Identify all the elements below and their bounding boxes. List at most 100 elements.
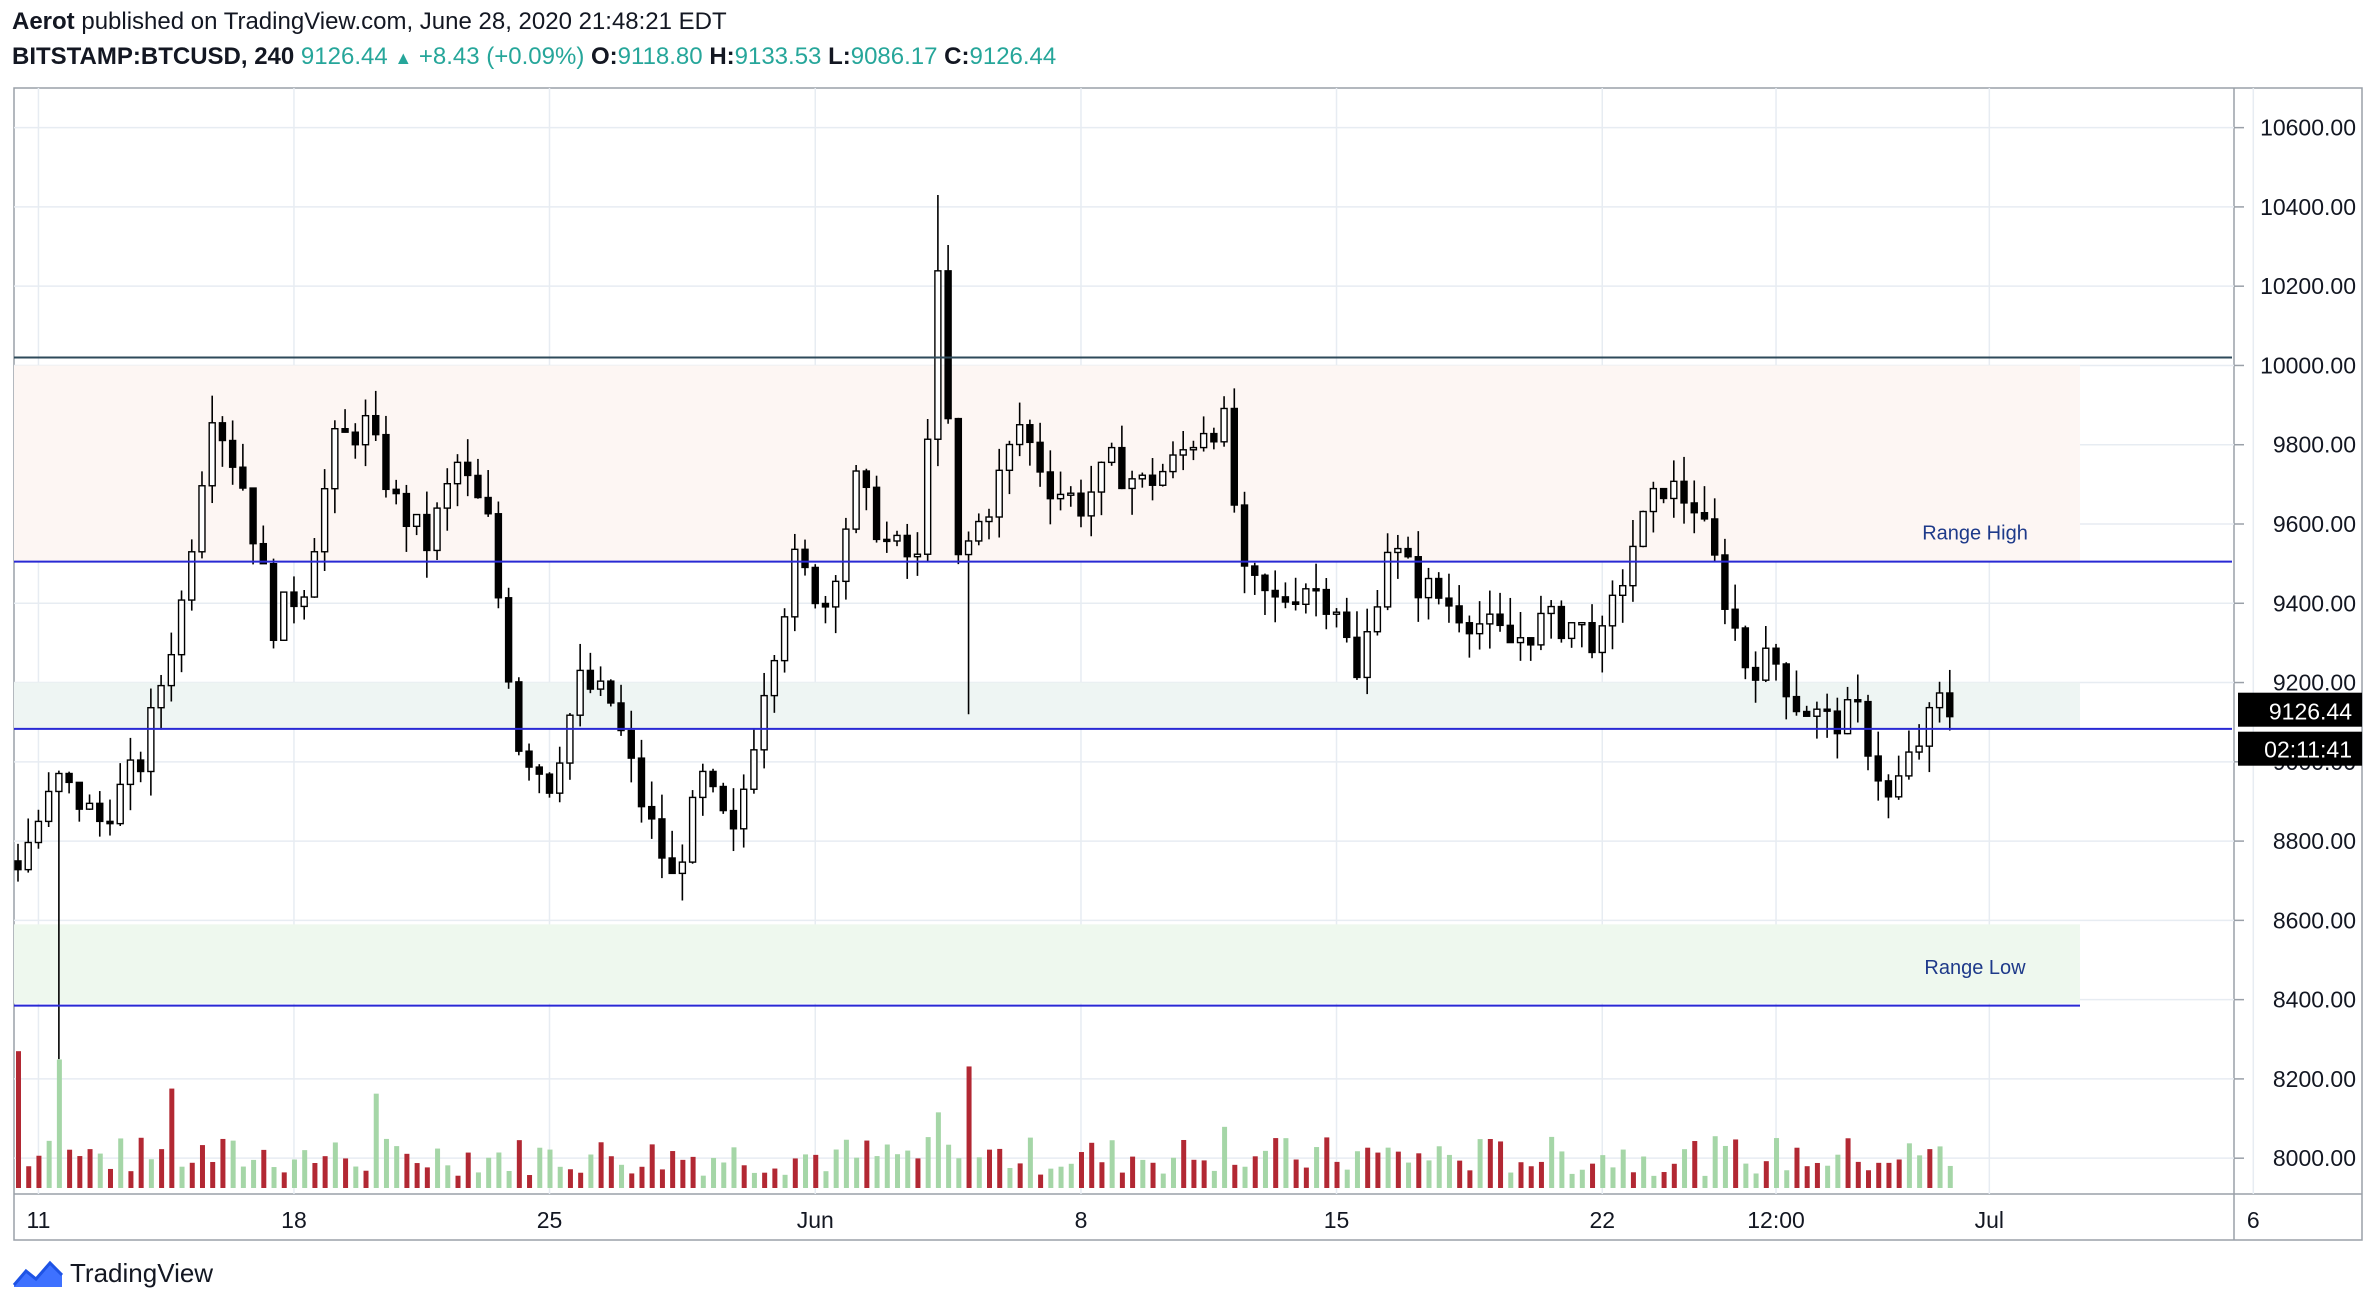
volume-bar xyxy=(823,1171,829,1188)
candle-body xyxy=(147,706,155,773)
footer-brand[interactable]: TradingView xyxy=(12,1258,213,1289)
candle-body xyxy=(1230,407,1239,506)
candle-body xyxy=(811,566,819,605)
volume-bar xyxy=(567,1169,573,1188)
symbol-label[interactable]: BITSTAMP:BTCUSD, 240 xyxy=(12,43,295,70)
candle-body xyxy=(85,802,94,810)
annotation-range-high: Range High xyxy=(1922,523,2028,545)
candle-body xyxy=(739,788,748,830)
open-label: O: xyxy=(590,43,618,70)
candle-body xyxy=(1036,441,1044,473)
volume-bar xyxy=(1252,1156,1258,1188)
volume-bar xyxy=(1160,1173,1166,1188)
volume-bar xyxy=(1140,1159,1146,1188)
candle-body xyxy=(515,681,523,752)
candle-body xyxy=(1363,631,1371,679)
volume-bar xyxy=(1620,1149,1626,1188)
volume-bar xyxy=(251,1159,257,1188)
candle-body xyxy=(177,599,186,656)
candle-body xyxy=(1475,623,1484,635)
y-tick-label: 9600.00 xyxy=(2273,511,2356,537)
volume-bar xyxy=(322,1156,328,1188)
volume-bar xyxy=(435,1148,441,1188)
volume-bar xyxy=(1303,1167,1309,1188)
candle-body xyxy=(1343,611,1351,639)
volume-bar xyxy=(1671,1163,1677,1188)
candle-body xyxy=(1547,605,1555,615)
volume-bar xyxy=(547,1149,553,1188)
x-tick-label: 25 xyxy=(537,1207,563,1233)
volume-bar xyxy=(1027,1137,1033,1188)
candle-body xyxy=(136,759,145,773)
candle-body xyxy=(1598,625,1606,654)
volume-bar xyxy=(1395,1151,1401,1188)
volume-bar xyxy=(854,1157,860,1188)
candle-body xyxy=(443,483,451,509)
x-tick-label: 6 xyxy=(2247,1207,2260,1233)
candle-body xyxy=(525,750,533,768)
candle-body xyxy=(688,796,697,863)
close-label: C: xyxy=(944,43,970,70)
volume-bar xyxy=(1651,1175,1657,1188)
volume-bar xyxy=(1089,1142,1095,1188)
volume-bar xyxy=(1712,1136,1718,1188)
volume-bar xyxy=(1518,1162,1524,1188)
candle-body xyxy=(96,802,104,823)
volume-bar xyxy=(97,1153,103,1188)
volume-bar xyxy=(711,1157,717,1188)
last-price-tag xyxy=(2238,692,2362,727)
candle-body xyxy=(872,486,881,541)
volume-bar xyxy=(1804,1166,1810,1188)
volume-bar xyxy=(1825,1165,1831,1188)
candle-body xyxy=(14,860,22,871)
candle-body xyxy=(1067,492,1075,496)
candle-body xyxy=(464,461,472,477)
volume-bar xyxy=(1314,1147,1320,1188)
candle-body xyxy=(934,270,942,440)
volume-bar xyxy=(966,1066,972,1188)
volume-bar xyxy=(383,1138,389,1188)
y-tick-label: 10400.00 xyxy=(2260,194,2356,220)
volume-bar xyxy=(659,1169,665,1188)
candle-body xyxy=(913,553,922,558)
candle-body xyxy=(1179,449,1187,456)
volume-bar xyxy=(1743,1163,1749,1188)
upper-zone xyxy=(14,365,2080,562)
candle-body xyxy=(1056,493,1065,500)
last-price: 9126.44 xyxy=(300,43,388,70)
candle-body xyxy=(1751,666,1760,681)
candle-body xyxy=(44,790,53,823)
candle-body xyxy=(412,513,421,528)
countdown-tag-label: 02:11:41 xyxy=(2264,737,2352,763)
author-name[interactable]: Aerot xyxy=(12,8,75,35)
volume-bar xyxy=(1324,1137,1330,1188)
volume-bar xyxy=(445,1165,451,1188)
candle-body xyxy=(1414,556,1422,599)
volume-bar xyxy=(353,1166,359,1188)
volume-bar xyxy=(1845,1138,1851,1188)
volume-bar xyxy=(1038,1174,1044,1188)
volume-bar xyxy=(925,1137,931,1188)
candle-body xyxy=(1455,605,1463,624)
x-tick-label: 18 xyxy=(281,1207,307,1233)
candle-body xyxy=(269,562,278,641)
volume-bar xyxy=(291,1159,297,1188)
candle-body xyxy=(1435,577,1443,599)
candle-body xyxy=(331,428,339,490)
volume-bar xyxy=(721,1162,727,1188)
volume-bar xyxy=(312,1163,318,1188)
candle-body xyxy=(750,749,758,790)
volume-bar xyxy=(608,1156,614,1188)
volume-bar xyxy=(1344,1169,1350,1188)
candle-body xyxy=(770,659,779,697)
candle-body xyxy=(576,669,584,716)
volume-bar xyxy=(1078,1152,1084,1188)
candle-body xyxy=(1394,547,1402,554)
annotation-range-low: Range Low xyxy=(1924,957,2026,979)
candle-body xyxy=(504,597,513,683)
volume-bar xyxy=(271,1167,277,1188)
volume-bar xyxy=(782,1174,788,1188)
candle-body xyxy=(1884,780,1893,798)
volume-bar xyxy=(1457,1160,1463,1188)
